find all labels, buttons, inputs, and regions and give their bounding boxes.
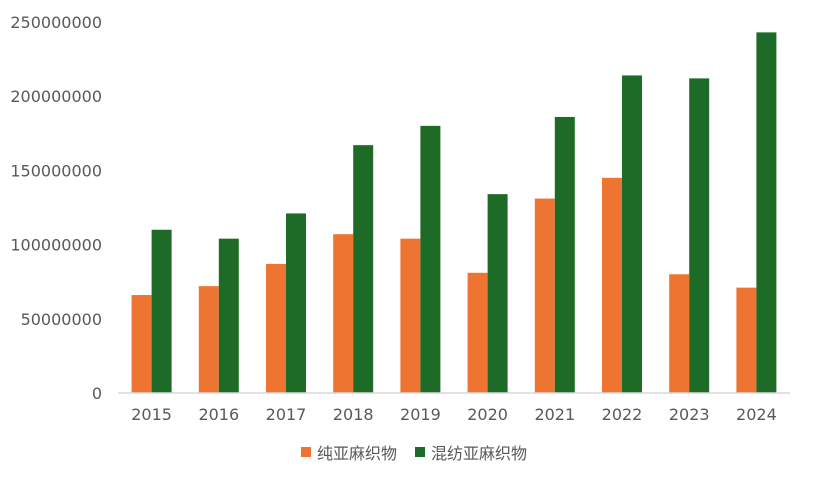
bar-pure-linen-2018: [333, 234, 354, 393]
legend-label-blended-linen: 混纺亚麻织物: [431, 444, 528, 463]
x-tick-label: 2015: [131, 405, 172, 424]
bar-pure-linen-2019: [400, 238, 421, 393]
x-axis-ticks: 2015 2016 2017 2018 2019 2020 2021 2022 2023 2024: [131, 405, 777, 424]
bar-pure-linen-2022: [602, 177, 622, 393]
y-tick-label: 100000000: [10, 236, 102, 255]
x-tick-label: 2022: [602, 405, 643, 424]
bar-blended-linen-2015: [151, 229, 172, 393]
legend-label-pure-linen: 纯亚麻织物: [316, 444, 397, 463]
legend-item-pure-linen: 纯亚麻织物: [300, 440, 397, 464]
bar-pure-linen-2024: [736, 287, 757, 393]
bar-blended-linen-2021: [554, 116, 575, 393]
y-tick-label: 50000000: [21, 310, 102, 329]
x-tick-label: 2020: [467, 405, 508, 424]
x-tick-label: 2016: [198, 405, 239, 424]
x-tick-label: 2023: [669, 405, 710, 424]
bar-blended-linen-2020: [487, 194, 508, 393]
x-tick-label: 2021: [534, 405, 575, 424]
bar-pure-linen-2015: [131, 295, 152, 393]
legend-swatch-blended-linen: [415, 447, 425, 457]
bar-blended-linen-2019: [420, 125, 441, 393]
bar-pure-linen-2023: [669, 274, 690, 393]
bar-blended-linen-2017: [286, 213, 306, 393]
y-tick-label: 0: [92, 384, 102, 403]
bar-blended-linen-2016: [218, 238, 239, 393]
bar-pure-linen-2021: [534, 198, 555, 393]
y-tick-label: 150000000: [10, 161, 102, 180]
bar-blended-linen-2018: [353, 145, 374, 393]
y-tick-label: 200000000: [10, 87, 102, 106]
x-tick-label: 2018: [333, 405, 374, 424]
bar-blended-linen-2022: [622, 75, 642, 393]
x-tick-label: 2019: [400, 405, 441, 424]
y-tick-label: 250000000: [10, 13, 102, 32]
bar-pure-linen-2017: [266, 263, 286, 393]
legend: 纯亚麻织物 混纺亚麻织物: [0, 440, 828, 464]
bar-pure-linen-2016: [198, 286, 219, 393]
legend-swatch-pure-linen: [300, 447, 311, 457]
bars: [131, 32, 777, 393]
x-tick-label: 2024: [736, 405, 777, 424]
x-tick-label: 2017: [266, 405, 307, 424]
legend-item-blended-linen: 混纺亚麻织物: [415, 440, 527, 464]
bar-pure-linen-2020: [467, 272, 488, 393]
bar-blended-linen-2024: [756, 32, 777, 393]
y-axis-ticks: 0 50000000 100000000 150000000 200000000 2500…: [10, 13, 102, 403]
bar-blended-linen-2023: [689, 78, 710, 393]
